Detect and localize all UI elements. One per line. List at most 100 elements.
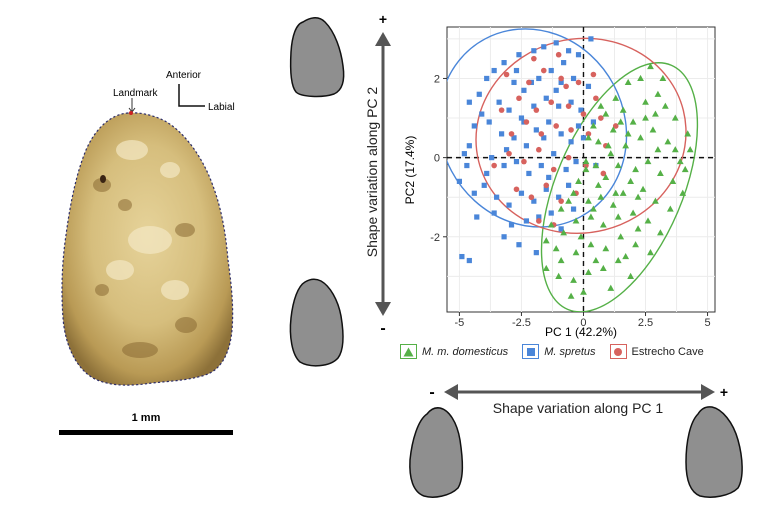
point-domesticus [684, 130, 692, 137]
legend-swatch-domesticus [400, 344, 417, 359]
point-domesticus [590, 122, 597, 129]
x-tick-label: 0 [580, 317, 586, 329]
point-domesticus [602, 110, 610, 117]
pc2-negative-shape [289, 278, 344, 367]
point-domesticus [577, 233, 585, 240]
point-estrecho [521, 158, 527, 165]
point-spretus [523, 218, 530, 224]
point-spretus [466, 99, 472, 105]
point-domesticus [671, 146, 679, 153]
tooth-cusps [93, 178, 197, 358]
pc1-negative-shape [409, 407, 464, 498]
x-tick-label: 5 [704, 317, 710, 329]
ellipse-series-0 [540, 62, 699, 312]
point-estrecho [503, 71, 510, 78]
point-domesticus [619, 106, 627, 113]
point-spretus [471, 190, 477, 196]
point-spretus [491, 67, 497, 74]
pc1-positive-shape [685, 406, 743, 498]
point-domesticus [565, 197, 572, 204]
point-estrecho [523, 119, 530, 125]
orientation-axes [178, 84, 205, 107]
axis-ticks [443, 77, 709, 316]
point-domesticus [624, 130, 632, 137]
point-domesticus [657, 169, 664, 177]
point-spretus [526, 170, 532, 177]
point-domesticus [567, 292, 575, 299]
point-spretus [471, 123, 477, 129]
point-estrecho [575, 79, 582, 86]
point-spretus [558, 131, 564, 137]
point-spretus [558, 226, 564, 232]
legend-swatch-spretus [522, 344, 540, 359]
point-estrecho [550, 166, 557, 173]
point-domesticus [582, 165, 590, 173]
reference-lines [447, 27, 715, 312]
point-spretus [479, 111, 485, 117]
pc2-variation-label: Shape variation along PC 2 [364, 86, 380, 258]
point-estrecho [580, 111, 587, 117]
point-estrecho [600, 170, 607, 177]
point-spretus [474, 214, 480, 220]
point-spretus [518, 190, 525, 196]
point-spretus [568, 99, 574, 105]
point-estrecho [506, 150, 512, 157]
point-estrecho [526, 79, 532, 86]
point-domesticus [629, 118, 637, 125]
point-estrecho [565, 154, 572, 161]
point-spretus [531, 198, 537, 204]
point-spretus [575, 123, 582, 129]
point-domesticus [681, 165, 689, 173]
point-domesticus [654, 146, 662, 153]
pc2-plus-sign: + [379, 11, 387, 27]
point-estrecho [612, 123, 619, 129]
point-domesticus [676, 157, 684, 165]
point-domesticus [575, 177, 582, 184]
point-domesticus [624, 78, 632, 86]
point-domesticus [547, 221, 555, 228]
point-domesticus [594, 181, 602, 188]
point-spretus [511, 135, 517, 141]
x-tick-label: -2.5 [512, 317, 531, 329]
pc1-minus-sign: - [429, 384, 434, 401]
point-estrecho [540, 67, 547, 74]
point-estrecho [590, 71, 597, 78]
chart-legend: M. m. domesticus M. spretus Estrecho Cav… [400, 344, 712, 359]
x-axis-label: PC 1 (42.2%) [545, 325, 617, 339]
point-spretus [491, 210, 497, 216]
point-domesticus [622, 142, 630, 149]
point-domesticus [557, 205, 565, 212]
point-spretus [466, 143, 472, 149]
point-spretus [516, 242, 522, 248]
ellipse-series-1 [447, 28, 628, 228]
point-domesticus [612, 94, 620, 101]
point-spretus [543, 186, 549, 192]
point-spretus [481, 182, 487, 188]
legend-label-spretus: M. spretus [544, 345, 596, 358]
point-spretus [508, 222, 515, 228]
pc2-minus-sign: - [380, 320, 385, 337]
point-domesticus [609, 126, 617, 133]
anterior-label: Anterior [166, 70, 202, 81]
scale-bar [59, 430, 233, 435]
point-domesticus [607, 284, 615, 291]
point-domesticus [614, 161, 622, 169]
point-domesticus [647, 249, 654, 256]
point-spretus [501, 162, 507, 169]
labial-label: Labial [208, 102, 235, 113]
point-estrecho [565, 103, 572, 109]
point-spretus [553, 40, 559, 46]
point-spretus [590, 119, 597, 125]
point-domesticus [599, 221, 607, 228]
point-spretus [464, 162, 470, 169]
point-domesticus [594, 138, 602, 145]
point-domesticus [619, 189, 627, 196]
point-spretus [533, 127, 539, 133]
point-estrecho [548, 99, 555, 106]
point-domesticus [622, 252, 630, 260]
point-spretus [506, 202, 512, 208]
point-spretus [541, 135, 547, 141]
point-domesticus [661, 102, 669, 109]
point-spretus [551, 151, 557, 157]
point-estrecho [558, 198, 564, 204]
